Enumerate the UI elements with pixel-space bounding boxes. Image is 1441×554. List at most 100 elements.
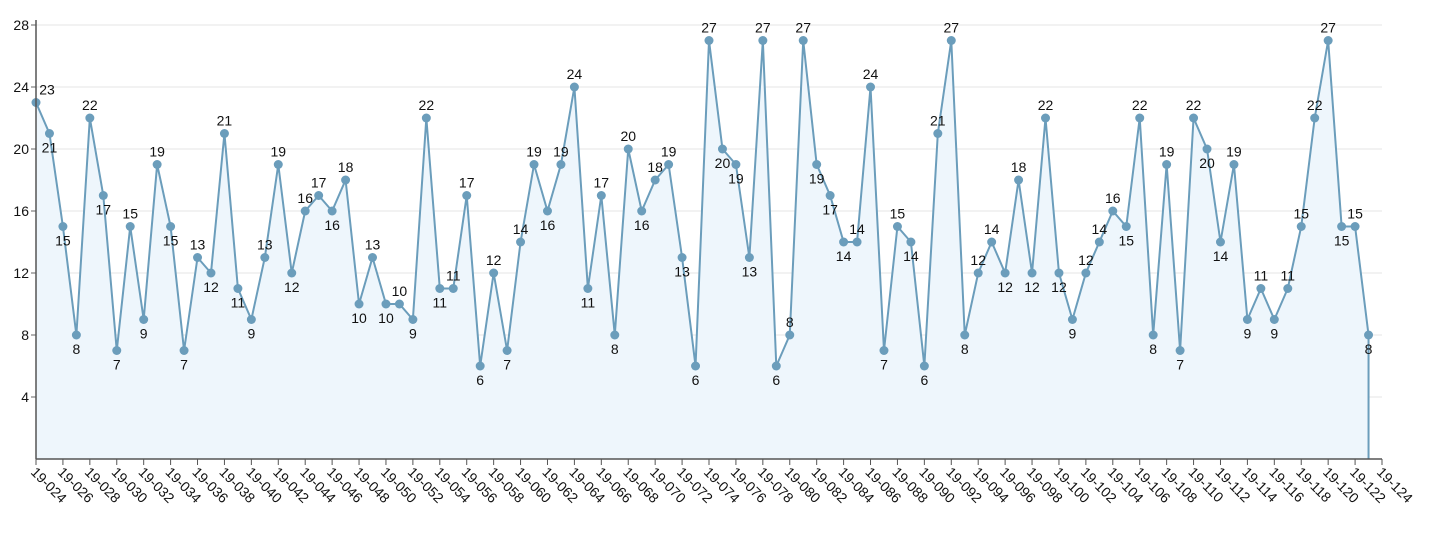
point bbox=[542, 206, 552, 216]
data-label: 14 bbox=[903, 248, 919, 264]
data-label: 8 bbox=[961, 341, 969, 357]
data-label: 14 bbox=[836, 248, 852, 264]
point bbox=[771, 361, 781, 371]
data-label: 14 bbox=[984, 221, 1000, 237]
point bbox=[368, 253, 377, 262]
data-label: 8 bbox=[1365, 341, 1373, 357]
point bbox=[1175, 346, 1185, 355]
point bbox=[1135, 113, 1145, 123]
data-label: 8 bbox=[611, 341, 619, 357]
data-label: 15 bbox=[163, 233, 179, 249]
data-label: 15 bbox=[122, 206, 138, 222]
data-label: 11 bbox=[581, 295, 596, 311]
data-label: 12 bbox=[970, 252, 986, 268]
point bbox=[85, 113, 95, 123]
point bbox=[166, 222, 176, 231]
data-label: 6 bbox=[476, 372, 484, 388]
point bbox=[1067, 315, 1077, 324]
point bbox=[58, 222, 68, 231]
point bbox=[731, 160, 741, 169]
point bbox=[1256, 284, 1266, 293]
point bbox=[98, 191, 108, 200]
data-label: 21 bbox=[42, 140, 58, 156]
data-label: 7 bbox=[113, 357, 121, 373]
point bbox=[623, 144, 633, 154]
point bbox=[489, 268, 499, 278]
data-label: 19 bbox=[149, 144, 165, 160]
data-label: 6 bbox=[920, 372, 928, 388]
data-label: 22 bbox=[1186, 97, 1202, 113]
point bbox=[825, 191, 835, 200]
point bbox=[1162, 160, 1172, 169]
data-label: 9 bbox=[140, 326, 148, 342]
point bbox=[260, 253, 270, 262]
data-label: 27 bbox=[943, 20, 959, 36]
point bbox=[987, 237, 997, 247]
data-label: 12 bbox=[203, 279, 219, 295]
point bbox=[691, 361, 701, 371]
data-label: 11 bbox=[1281, 268, 1296, 284]
data-label: 10 bbox=[378, 310, 394, 326]
point bbox=[1242, 315, 1252, 324]
data-label: 18 bbox=[647, 159, 663, 175]
data-label: 7 bbox=[880, 357, 888, 373]
data-label: 14 bbox=[849, 221, 865, 237]
data-label: 19 bbox=[1226, 144, 1242, 160]
data-label: 20 bbox=[620, 128, 636, 144]
point bbox=[1364, 330, 1374, 340]
data-label: 12 bbox=[284, 279, 300, 295]
data-label: 12 bbox=[997, 279, 1013, 295]
data-label: 16 bbox=[324, 217, 340, 233]
data-label: 13 bbox=[257, 237, 273, 253]
data-label: 15 bbox=[1334, 233, 1350, 249]
point bbox=[1108, 206, 1118, 216]
point bbox=[206, 268, 216, 278]
data-label: 15 bbox=[1347, 206, 1363, 222]
point bbox=[1054, 268, 1064, 278]
y-tick-label: 8 bbox=[21, 327, 29, 343]
point bbox=[448, 284, 458, 293]
point bbox=[408, 315, 418, 324]
data-label: 7 bbox=[180, 357, 188, 373]
point bbox=[475, 361, 485, 371]
point bbox=[1027, 268, 1037, 278]
point bbox=[906, 237, 916, 247]
line bbox=[35, 40, 1370, 367]
point bbox=[1189, 113, 1199, 123]
point bbox=[394, 299, 404, 309]
data-label: 14 bbox=[1092, 221, 1108, 237]
point bbox=[1081, 268, 1091, 278]
point bbox=[960, 330, 970, 340]
data-label: 16 bbox=[297, 190, 313, 206]
data-label: 11 bbox=[446, 268, 461, 284]
data-label: 22 bbox=[1132, 97, 1148, 113]
point bbox=[664, 160, 674, 169]
point bbox=[354, 299, 364, 309]
data-label: 20 bbox=[1199, 155, 1215, 171]
y-tick-label: 20 bbox=[13, 141, 29, 157]
point bbox=[125, 222, 135, 231]
point bbox=[569, 82, 579, 92]
point bbox=[1121, 222, 1131, 231]
data-label: 19 bbox=[270, 144, 286, 160]
y-tick-label: 16 bbox=[13, 203, 29, 219]
point bbox=[1296, 222, 1306, 231]
data-label: 10 bbox=[351, 310, 367, 326]
point bbox=[71, 330, 81, 340]
point bbox=[556, 160, 566, 169]
point bbox=[812, 160, 822, 169]
point bbox=[717, 144, 727, 154]
point bbox=[704, 36, 714, 45]
point bbox=[341, 175, 351, 185]
point bbox=[314, 191, 324, 200]
point bbox=[758, 36, 768, 45]
point bbox=[327, 206, 337, 216]
y-tick-label: 24 bbox=[13, 79, 29, 95]
point bbox=[502, 346, 512, 355]
data-label: 19 bbox=[526, 144, 542, 160]
data-label: 19 bbox=[553, 144, 569, 160]
point bbox=[879, 346, 889, 355]
point bbox=[1337, 222, 1347, 231]
point bbox=[1148, 330, 1158, 340]
point bbox=[744, 253, 754, 262]
